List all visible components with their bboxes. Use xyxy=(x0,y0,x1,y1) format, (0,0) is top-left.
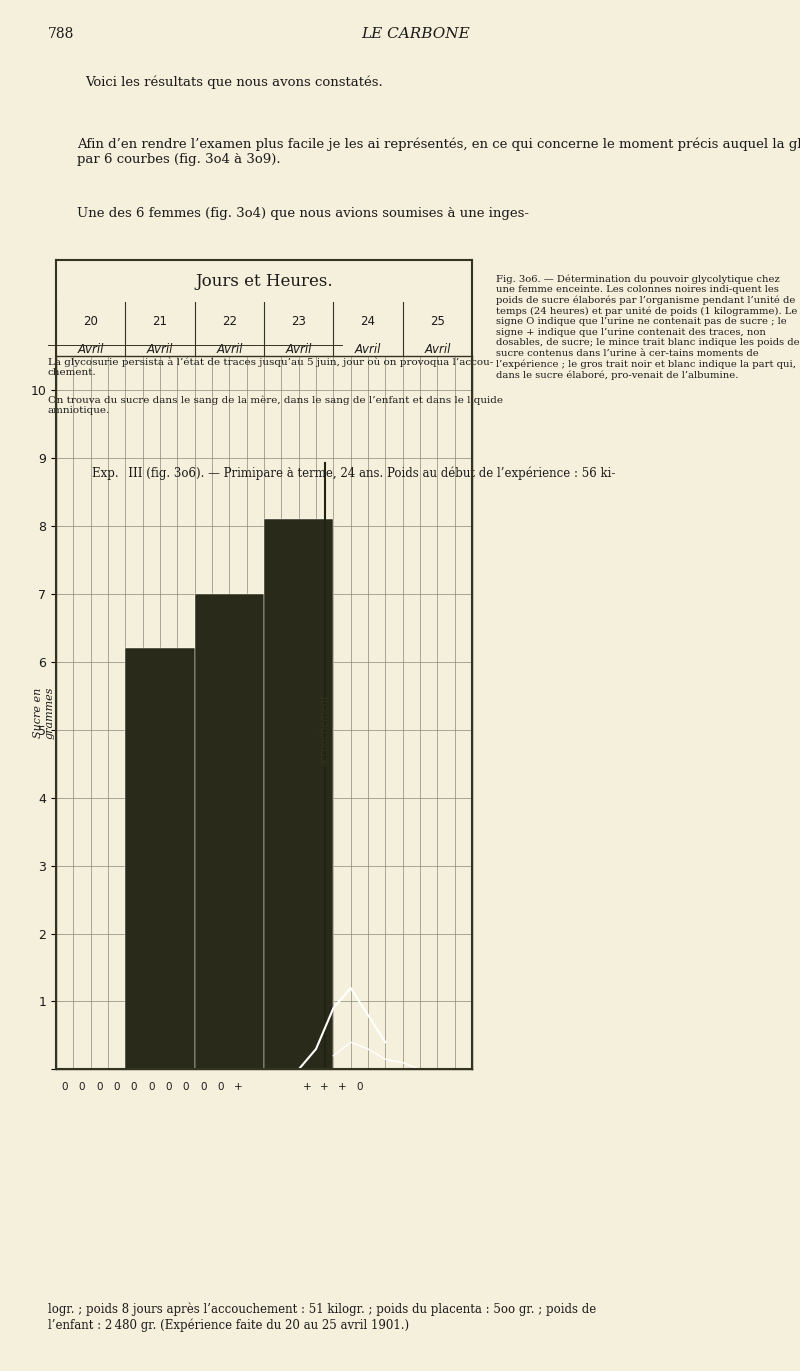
Text: 0: 0 xyxy=(182,1082,190,1091)
Text: Fig. 3o6. — Détermination du pouvoir glycolytique chez une femme enceinte. Les c: Fig. 3o6. — Détermination du pouvoir gly… xyxy=(496,274,800,380)
Text: +: + xyxy=(234,1082,242,1091)
Text: logr. ; poids 8 jours après l’accouchement : 51 kilogr. ; poids du placenta : 5o: logr. ; poids 8 jours après l’accoucheme… xyxy=(48,1302,596,1331)
Text: Exp.  III (fig. 3o6). — Primipare à terme, 24 ans. Poids au début de l’expérienc: Exp. III (fig. 3o6). — Primipare à terme… xyxy=(92,466,615,480)
Text: 24: 24 xyxy=(361,315,375,328)
Text: Voici les résultats que nous avons constatés.: Voici les résultats que nous avons const… xyxy=(85,75,382,89)
Text: 0: 0 xyxy=(78,1082,86,1091)
Text: Avril: Avril xyxy=(216,343,242,355)
Text: +: + xyxy=(303,1082,312,1091)
Text: Sucre en
grammes: Sucre en grammes xyxy=(33,687,54,739)
Text: 0: 0 xyxy=(62,1082,68,1091)
Text: Une des 6 femmes (fig. 3o4) que nous avions soumises à une inges-: Une des 6 femmes (fig. 3o4) que nous avi… xyxy=(78,207,530,221)
Text: 0: 0 xyxy=(148,1082,154,1091)
Text: 23: 23 xyxy=(291,315,306,328)
Text: La glycosurie persista à l’état de traces jusqu’au 5 juin, jour où on provoqua l: La glycosurie persista à l’état de trace… xyxy=(48,356,494,377)
Text: 0: 0 xyxy=(130,1082,138,1091)
Bar xyxy=(194,594,264,1069)
Text: 0: 0 xyxy=(96,1082,102,1091)
Text: accouchement: accouchement xyxy=(320,694,330,766)
Text: Jours et Heures.: Jours et Heures. xyxy=(195,273,333,289)
Text: Avril: Avril xyxy=(78,343,104,355)
Text: +: + xyxy=(338,1082,346,1091)
Text: 0: 0 xyxy=(218,1082,224,1091)
Text: 22: 22 xyxy=(222,315,237,328)
Bar xyxy=(126,648,194,1069)
Text: 0: 0 xyxy=(200,1082,206,1091)
Text: LE CARBONE: LE CARBONE xyxy=(362,27,470,41)
Text: 21: 21 xyxy=(153,315,167,328)
Text: 25: 25 xyxy=(430,315,445,328)
Text: Avril: Avril xyxy=(147,343,173,355)
Bar xyxy=(264,520,334,1069)
Text: +: + xyxy=(320,1082,329,1091)
Text: On trouva du sucre dans le sang de la mère, dans le sang de l’enfant et dans le : On trouva du sucre dans le sang de la mè… xyxy=(48,395,503,415)
Text: 0: 0 xyxy=(114,1082,120,1091)
Text: Avril: Avril xyxy=(286,343,312,355)
Text: 0: 0 xyxy=(356,1082,362,1091)
Text: Avril: Avril xyxy=(355,343,381,355)
Text: 788: 788 xyxy=(48,27,74,41)
Text: 20: 20 xyxy=(83,315,98,328)
Text: Afin d’en rendre l’examen plus facile je les ai représentés, en ce qui concerne : Afin d’en rendre l’examen plus facile je… xyxy=(78,137,800,166)
Text: Avril: Avril xyxy=(424,343,450,355)
Text: 0: 0 xyxy=(166,1082,172,1091)
